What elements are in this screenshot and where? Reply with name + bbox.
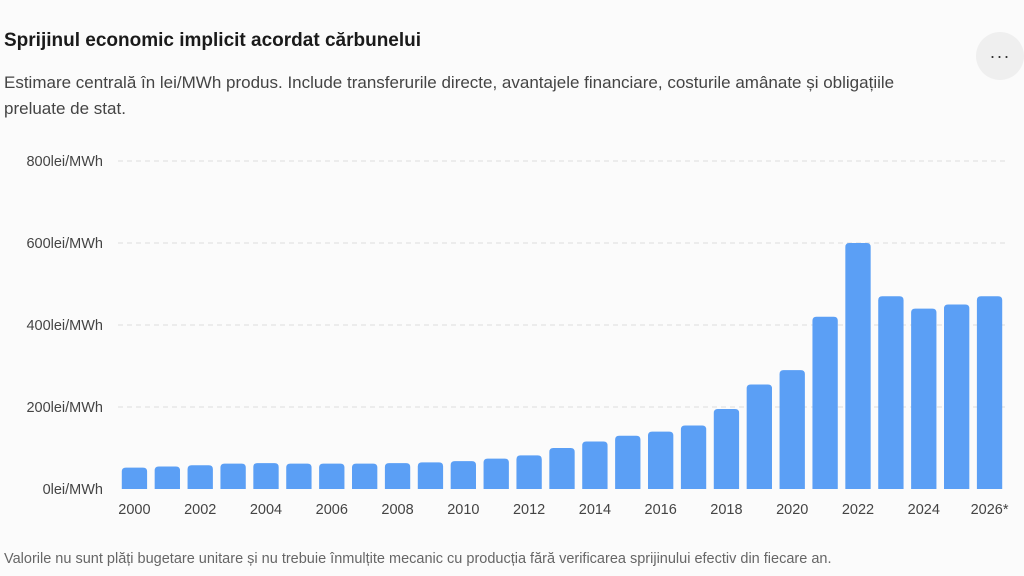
x-tick-label: 2002	[184, 502, 216, 518]
x-tick-label: 2004	[250, 502, 282, 518]
bar-2004[interactable]	[253, 463, 279, 489]
bar-2025[interactable]	[944, 304, 970, 490]
bar-2020[interactable]	[779, 370, 805, 489]
y-tick-label: 200lei/MWh	[26, 400, 103, 416]
bar-2022[interactable]	[845, 243, 871, 489]
bar-2006[interactable]	[319, 463, 345, 489]
bar-2012[interactable]	[516, 455, 542, 489]
bar-2013[interactable]	[549, 448, 575, 489]
y-tick-label: 800lei/MWh	[26, 154, 103, 170]
bar-2021[interactable]	[812, 316, 838, 489]
bar-2019[interactable]	[746, 384, 772, 489]
x-tick-label: 2008	[381, 502, 413, 518]
x-tick-label: 2020	[776, 502, 808, 518]
bar-2026[interactable]	[976, 296, 1003, 489]
bar-2000[interactable]	[121, 467, 148, 489]
bar-2008[interactable]	[384, 463, 411, 489]
bar-2001[interactable]	[154, 466, 180, 489]
bar-2023[interactable]	[878, 296, 904, 489]
x-tick-label: 2012	[513, 502, 545, 518]
bar-2015[interactable]	[615, 435, 641, 489]
bar-2011[interactable]	[483, 458, 509, 489]
bar-2017[interactable]	[680, 425, 707, 489]
chart-title: Sprijinul economic implicit acordat cărb…	[4, 30, 422, 51]
bar-chart: 0lei/MWh 200lei/MWh 400lei/MWh 600lei/MWh 80…	[26, 154, 1009, 518]
y-tick-label: 400lei/MWh	[26, 318, 103, 334]
bar-2018[interactable]	[713, 409, 740, 489]
bar-2002[interactable]	[187, 465, 213, 489]
bar-2005[interactable]	[286, 463, 312, 489]
x-tick-label: 2006	[316, 502, 348, 518]
y-tick-label: 600lei/MWh	[26, 236, 103, 252]
bar-2024[interactable]	[911, 308, 937, 489]
ellipsis-icon: ···	[989, 46, 1011, 66]
bar-2014[interactable]	[582, 441, 608, 489]
x-tick-label: 2024	[908, 502, 940, 518]
x-tick-label: 2014	[579, 502, 611, 518]
x-tick-label: 2016	[645, 502, 677, 518]
bar-2016[interactable]	[648, 431, 674, 489]
chart-footnote: Valorile nu sunt plăți bugetare unitare …	[4, 551, 832, 567]
more-options-button[interactable]: ···	[976, 32, 1024, 80]
y-tick-label: 0lei/MWh	[43, 482, 103, 498]
bar-2003[interactable]	[220, 463, 246, 489]
x-tick-label: 2022	[842, 502, 874, 518]
chart-subtitle: Estimare centrală în lei/MWh produs. Inc…	[4, 73, 895, 118]
x-tick-label: 2026*	[971, 502, 1009, 518]
x-tick-label: 2018	[710, 502, 742, 518]
bar-2010[interactable]	[450, 461, 476, 489]
x-tick-label: 2000	[118, 502, 150, 518]
bar-2007[interactable]	[352, 463, 378, 489]
x-tick-label: 2010	[447, 502, 479, 518]
bar-2009[interactable]	[417, 462, 444, 489]
